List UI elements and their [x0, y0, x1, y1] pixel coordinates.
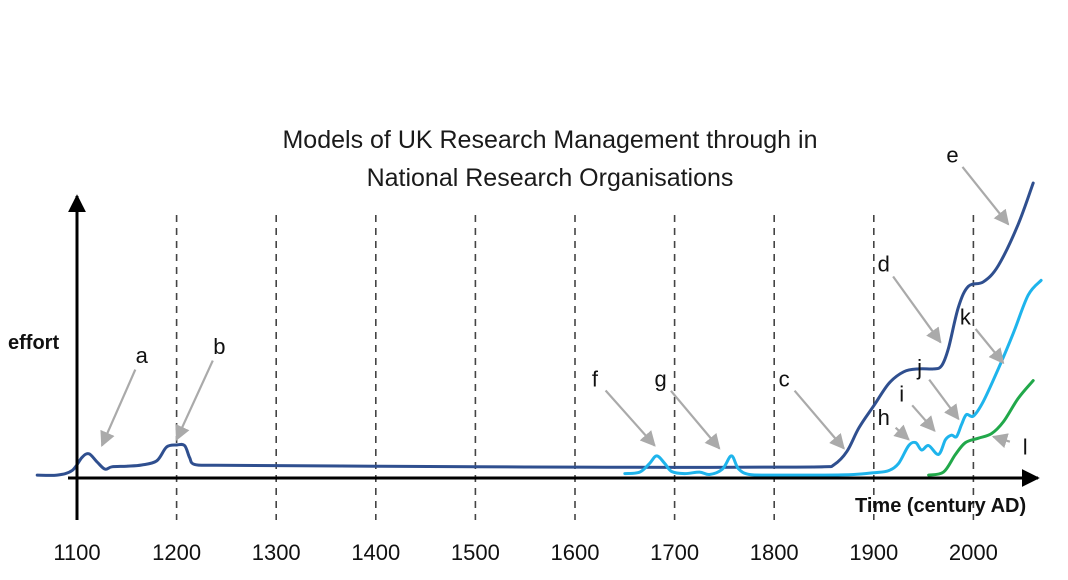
annotation-arrow-f — [604, 389, 656, 447]
series-lines — [35, 181, 1043, 477]
annotation-label-k: k — [960, 305, 972, 330]
annotation-arrow-b — [175, 360, 214, 442]
annotation-arrow-j — [928, 378, 960, 421]
annotations: a b f g c hij d k e l — [100, 142, 1028, 459]
series-green-line — [927, 379, 1035, 477]
annotation-label-f: f — [592, 367, 599, 392]
x-tick-label-1500: 1500 — [451, 540, 500, 565]
x-tick-label-1100: 1100 — [53, 540, 100, 565]
chart-title-line-2: National Research Organisations — [367, 164, 734, 192]
annotation-label-e: e — [946, 142, 958, 167]
annotation-label-g: g — [655, 367, 667, 392]
x-tick-label-2000: 2000 — [949, 540, 998, 565]
series-dark-line — [35, 181, 1035, 477]
x-tick-label-1800: 1800 — [750, 540, 799, 565]
annotation-arrow-d — [892, 275, 942, 344]
annotation-arrow-c — [793, 389, 845, 450]
x-axis-label: Time (century AD) — [855, 495, 1026, 517]
x-tick-label-1300: 1300 — [252, 540, 301, 565]
annotation-arrow-h — [893, 424, 910, 441]
annotation-arrow-l — [991, 433, 1011, 449]
annotation-label-h: h — [878, 405, 890, 430]
x-tick-label-1600: 1600 — [551, 540, 600, 565]
x-tick-labels: 1100 1200 1300 1400 1500 1600 1700 1800 1900 2000 — [53, 540, 998, 565]
annotation-arrow-a — [100, 369, 137, 448]
series-light-line — [623, 278, 1043, 477]
annotation-label-c: c — [779, 367, 790, 392]
chart-title-line-1: Models of UK Research Management through… — [282, 126, 817, 154]
annotation-label-l: l — [1023, 434, 1028, 459]
annotation-label-a: a — [136, 343, 149, 368]
x-tick-label-1400: 1400 — [351, 540, 400, 565]
x-tick-label-1700: 1700 — [650, 540, 699, 565]
annotation-label-d: d — [878, 252, 890, 277]
annotation-arrow-i — [911, 404, 936, 432]
annotation-arrow-g — [670, 390, 721, 450]
annotation-arrow-e — [961, 166, 1010, 226]
annotation-label-j: j — [916, 355, 922, 380]
x-tick-label-1900: 1900 — [849, 540, 898, 565]
annotation-arrow-k — [974, 328, 1005, 365]
annotation-label-i: i — [899, 381, 904, 406]
annotation-label-b: b — [213, 334, 225, 359]
y-axis-label: effort — [8, 332, 59, 354]
x-tick-label-1200: 1200 — [152, 540, 201, 565]
